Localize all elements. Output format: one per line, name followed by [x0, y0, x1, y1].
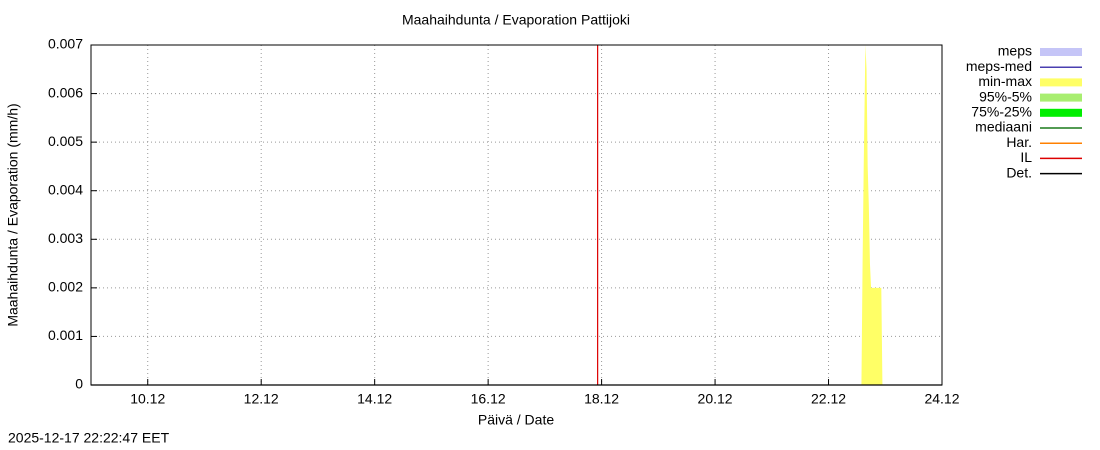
legend-swatch: [1040, 48, 1082, 56]
legend-label: 95%-5%: [979, 88, 1032, 104]
x-tick-label: 20.12: [698, 391, 733, 407]
x-tick-label: 16.12: [471, 391, 506, 407]
y-tick-label: 0.007: [48, 36, 83, 52]
y-axis-label: Maahaihdunta / Evaporation (mm/h): [5, 103, 21, 326]
x-axis-label: Päivä / Date: [478, 412, 554, 428]
x-tick-label: 10.12: [130, 391, 165, 407]
y-tick-label: 0.006: [48, 84, 83, 100]
legend-label: IL: [1020, 149, 1032, 165]
legend-swatch: [1040, 93, 1082, 102]
y-tick-label: 0: [75, 376, 83, 392]
x-tick-label: 24.12: [924, 391, 959, 407]
legend-swatch: [1040, 78, 1082, 87]
x-tick-label: 22.12: [811, 391, 846, 407]
x-tick-label: 14.12: [357, 391, 392, 407]
y-tick-label: 0.003: [48, 230, 83, 246]
legend-label: Har.: [1006, 134, 1032, 150]
timestamp: 2025-12-17 22:22:47 EET: [8, 430, 170, 446]
y-tick-label: 0.005: [48, 133, 83, 149]
x-tick-label: 12.12: [244, 391, 279, 407]
chart-title: Maahaihdunta / Evaporation Pattijoki: [402, 12, 630, 28]
legend-label: Det.: [1006, 164, 1032, 180]
y-tick-label: 0.002: [48, 279, 83, 295]
legend-label: meps: [998, 43, 1032, 59]
legend-label: min-max: [978, 73, 1032, 89]
x-tick-label: 18.12: [584, 391, 619, 407]
y-tick-label: 0.001: [48, 327, 83, 343]
legend-label: 75%-25%: [971, 104, 1032, 120]
legend-swatch: [1040, 108, 1082, 117]
legend-label: mediaani: [975, 119, 1032, 135]
plot-frame: [90, 44, 943, 386]
y-tick-label: 0.004: [48, 181, 83, 197]
legend-label: meps-med: [966, 58, 1032, 74]
area: [861, 45, 883, 385]
